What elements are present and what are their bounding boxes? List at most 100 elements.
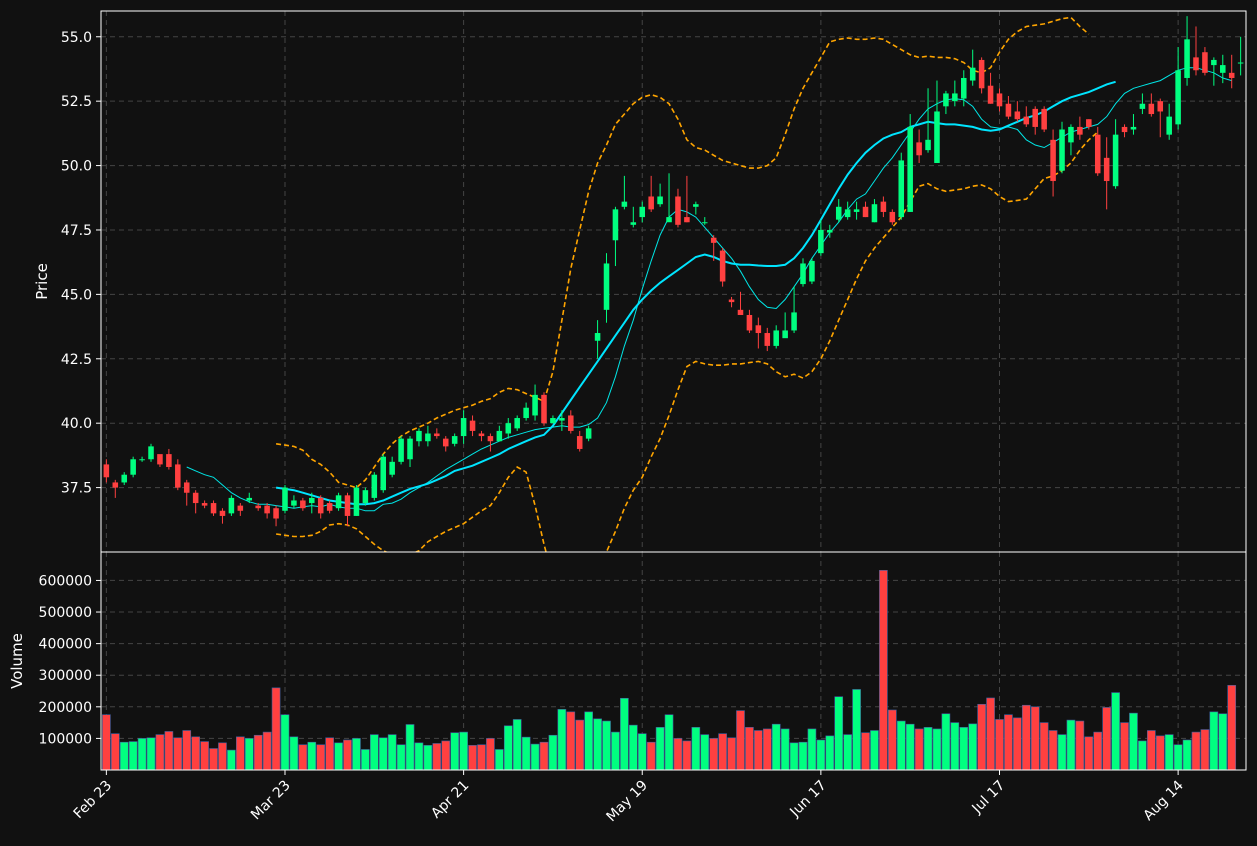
price-ytick-label: 45.0 [61, 287, 92, 303]
volume-bar [1218, 713, 1228, 770]
volume-bar [307, 741, 317, 770]
volume-bar [557, 709, 567, 770]
volume-bar [477, 744, 486, 770]
volume-bar [816, 739, 826, 770]
volume-bar [950, 722, 960, 770]
volume-panel-frame [100, 551, 1247, 771]
volume-bar [879, 570, 888, 770]
candle [246, 492, 253, 504]
candle-body [701, 222, 708, 224]
candle-body [166, 454, 172, 467]
volume-bar [521, 736, 531, 770]
candle [1130, 114, 1137, 135]
volume-bar [102, 714, 111, 770]
candle-body [907, 126, 913, 212]
candle [1068, 124, 1074, 156]
volume-bar [414, 742, 424, 770]
candle [273, 505, 279, 527]
volume-bar [566, 711, 576, 770]
volume-bar [620, 697, 629, 770]
candle-body [273, 508, 279, 519]
candle [576, 430, 583, 452]
candle-body [693, 204, 699, 207]
volume-bar [236, 736, 245, 770]
volume-bar [602, 720, 611, 770]
volume-bar [441, 740, 451, 770]
candle-body [675, 196, 681, 225]
volume-bar [110, 733, 120, 770]
volume-bar [780, 728, 790, 770]
candle-body [398, 438, 404, 462]
candle-body [309, 497, 315, 504]
candle [1139, 93, 1146, 115]
candle-body [648, 196, 654, 210]
volume-bar [405, 724, 415, 770]
volume-bar [1182, 739, 1192, 770]
price-ytick-label: 37.5 [61, 481, 92, 497]
candle-body [835, 206, 842, 220]
candle [541, 392, 547, 426]
volume-bar [325, 737, 334, 770]
volume-bar [396, 744, 406, 770]
candle-body [291, 500, 297, 506]
candle [559, 410, 565, 431]
candle [728, 296, 735, 308]
candle [889, 209, 896, 225]
candle [264, 503, 270, 519]
candle [621, 175, 628, 210]
volume-bar [762, 728, 772, 770]
candle-body [1157, 101, 1164, 112]
sma-short-line [186, 67, 1232, 512]
candle-body [684, 217, 690, 223]
candle-body [300, 500, 306, 509]
candle-body [862, 206, 869, 218]
candle-body [1237, 62, 1244, 64]
bollinger-lower-line [275, 131, 1099, 552]
candle [657, 183, 663, 207]
candle-body [487, 436, 494, 442]
candle [710, 235, 717, 261]
volume-bar [486, 738, 495, 770]
candle-body [1094, 134, 1101, 174]
volume-bar [468, 745, 477, 770]
candle-body [800, 263, 806, 285]
candle [916, 129, 922, 163]
volume-ytick-label: 100000 [39, 731, 92, 747]
volume-bar [227, 749, 236, 770]
volume-bar [1191, 731, 1201, 770]
volume-bar [387, 734, 397, 770]
volume-bar [128, 741, 138, 770]
candle [398, 436, 404, 465]
volume-bar [834, 696, 844, 770]
candle-body [1148, 103, 1155, 115]
candle [996, 88, 1003, 112]
candle-body [791, 312, 797, 331]
candle-body [1041, 108, 1047, 130]
candle-body [344, 495, 351, 516]
candle-body [1175, 70, 1181, 125]
candle-body [1130, 126, 1137, 130]
candle-body [228, 497, 235, 514]
volume-bar [736, 710, 745, 770]
candle-body [630, 222, 637, 225]
volume-bar [977, 703, 986, 770]
candle-body [192, 492, 199, 504]
candle-body [1086, 119, 1092, 127]
candle [630, 206, 637, 228]
volume-bar [914, 728, 924, 770]
candle-body [818, 229, 824, 254]
volume-bar [825, 735, 835, 770]
candle [1005, 96, 1012, 120]
candle-body [514, 418, 520, 429]
volume-bar [593, 718, 602, 770]
candle [487, 433, 494, 452]
candle-body [255, 505, 261, 509]
candle [362, 487, 369, 506]
candle [442, 436, 449, 452]
volume-bar [1155, 735, 1165, 770]
candle [1059, 121, 1065, 174]
volume-bar [843, 734, 852, 770]
candle-body [568, 415, 574, 431]
candle [148, 443, 154, 462]
candle-body [755, 325, 762, 334]
